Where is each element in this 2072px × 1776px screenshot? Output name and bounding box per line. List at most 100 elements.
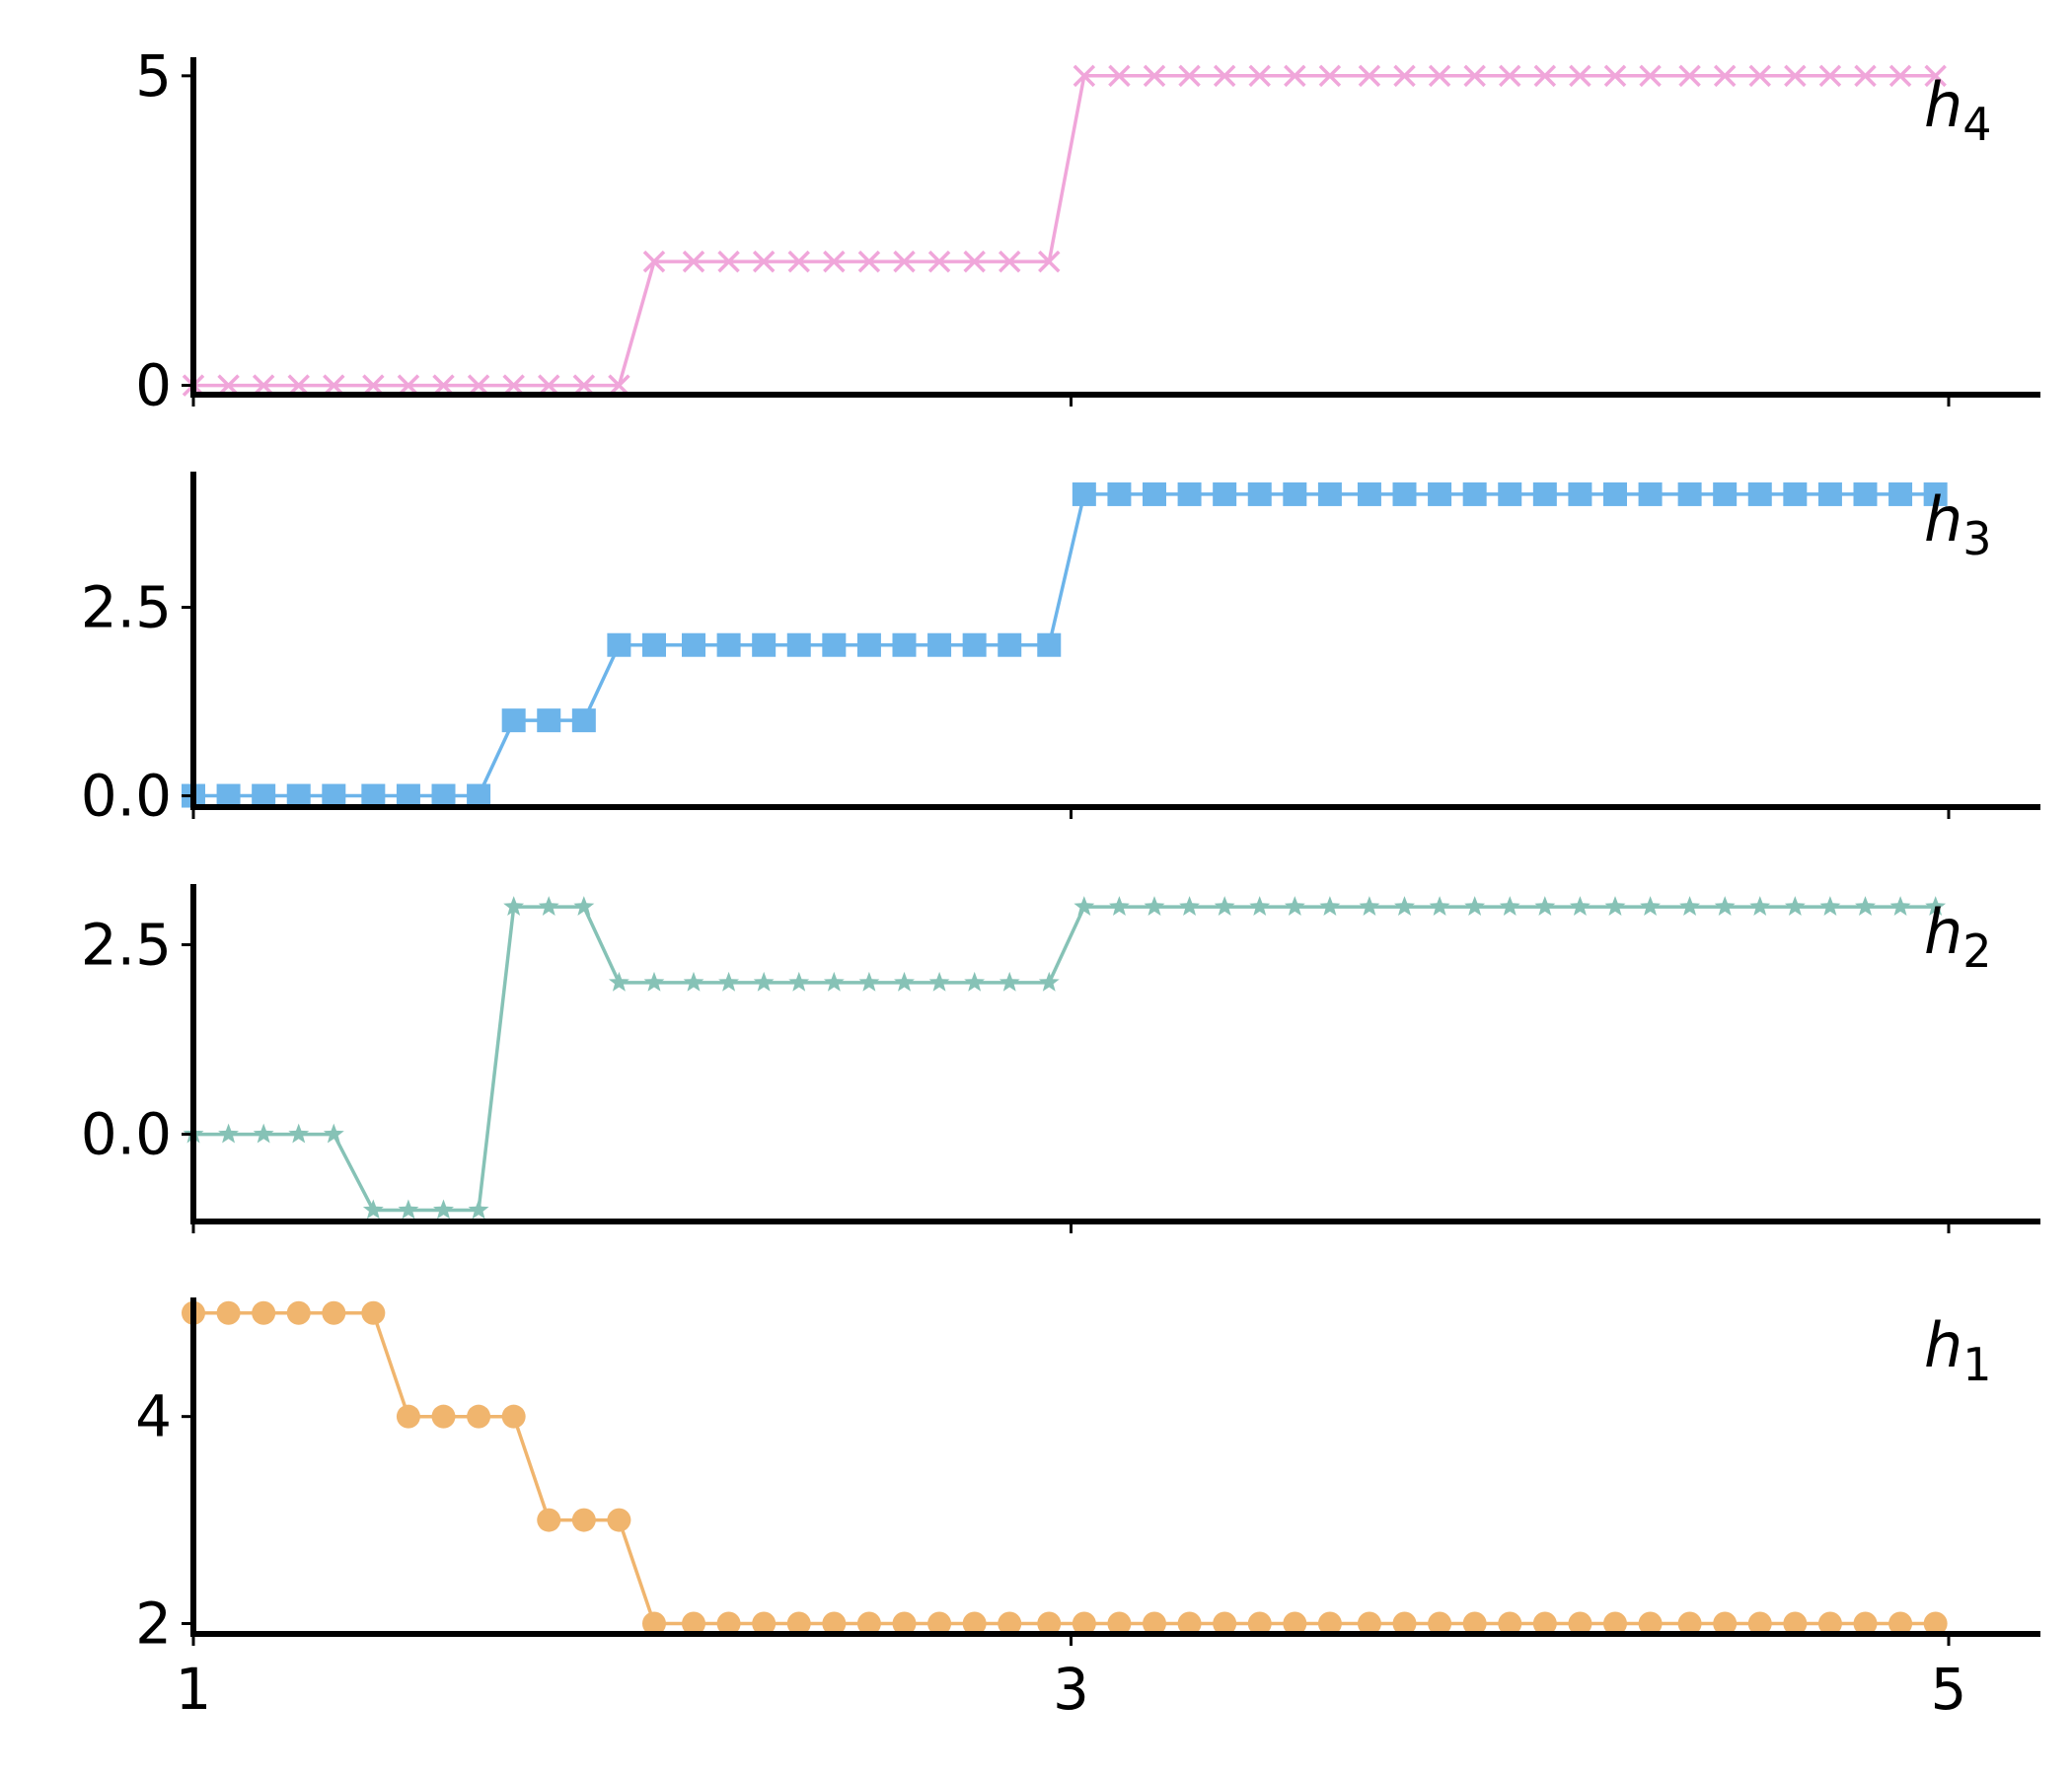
data-point (1247, 1611, 1272, 1636)
data-point (1249, 896, 1271, 916)
series-line (193, 1310, 1936, 1626)
y-tick-label: 0.0 (81, 1101, 172, 1168)
data-point (1747, 481, 1772, 506)
panel-label-subscript: 4 (1962, 98, 1991, 151)
data-point (1143, 1611, 1167, 1636)
data-point (1213, 64, 1236, 88)
data-point (361, 1300, 386, 1325)
data-point (964, 971, 986, 992)
data-point (1178, 64, 1201, 88)
panel-label-subscript: 2 (1962, 925, 1991, 978)
data-point (1428, 64, 1451, 88)
data-point (857, 250, 881, 273)
data-point (1924, 64, 1947, 88)
panel-label: h2 (1924, 896, 1992, 978)
data-point (571, 708, 596, 733)
data-point (288, 1123, 310, 1144)
data-point (1498, 1611, 1522, 1636)
data-point (1639, 64, 1662, 88)
data-point (1283, 1611, 1307, 1636)
data-point (927, 250, 951, 273)
data-point (1784, 896, 1806, 916)
data-point (1925, 896, 1947, 916)
data-point (717, 250, 740, 273)
x-tick-label: 5 (1931, 1656, 1967, 1723)
data-point (1923, 481, 1948, 506)
data-point (822, 632, 847, 657)
data-point (1037, 1611, 1062, 1636)
data-point (1888, 1611, 1913, 1636)
data-point (1462, 481, 1487, 506)
data-point (396, 783, 420, 808)
panel-label-base: h (1924, 69, 1962, 141)
data-point (1214, 896, 1235, 916)
panel-label-base: h (1924, 1309, 1962, 1381)
data-point (1428, 481, 1452, 506)
data-point (431, 1404, 456, 1429)
data-point (641, 632, 666, 657)
data-point (1464, 896, 1486, 916)
data-point (998, 1611, 1022, 1636)
data-point (286, 783, 311, 808)
data-point (822, 1611, 847, 1636)
data-point (927, 1611, 952, 1636)
data-point (823, 971, 845, 992)
data-point (1283, 481, 1307, 506)
data-point (892, 1611, 917, 1636)
data-point (323, 1123, 344, 1144)
data-point (573, 896, 595, 916)
data-point (1923, 1611, 1948, 1636)
data-point (1428, 1611, 1452, 1636)
data-point (1854, 64, 1877, 88)
panel-2: 0.0 2.5 h3 (81, 472, 2040, 830)
data-point (999, 971, 1020, 992)
data-point (788, 971, 810, 992)
data-point (858, 971, 880, 992)
data-point (1747, 1611, 1772, 1636)
data-point (1783, 1611, 1808, 1636)
data-point (1888, 64, 1912, 88)
data-point (1677, 1611, 1702, 1636)
y-tick-label: 5 (135, 42, 172, 110)
data-point (1073, 896, 1095, 916)
data-point (1603, 64, 1627, 88)
data-point (607, 1508, 631, 1532)
data-point (1888, 481, 1913, 506)
data-point (253, 1123, 274, 1144)
data-point (1143, 481, 1167, 506)
data-point (1602, 481, 1627, 506)
data-point (1713, 481, 1738, 506)
data-point (571, 1508, 596, 1532)
data-point (998, 250, 1021, 273)
series-line (193, 492, 1936, 798)
data-point (641, 1611, 666, 1636)
data-point (643, 971, 665, 992)
panel-label: h3 (1924, 483, 1992, 565)
data-point (286, 1300, 311, 1325)
data-point (468, 1199, 489, 1220)
panel-label: h4 (1924, 69, 1992, 151)
data-point (1462, 1611, 1487, 1636)
panel-3: 0.0 2.5 h2 (81, 884, 2040, 1233)
data-point (786, 632, 811, 657)
data-point (1638, 1611, 1663, 1636)
data-point (1748, 64, 1771, 88)
data-point (856, 632, 881, 657)
data-point (1534, 896, 1556, 916)
series-line (193, 905, 1936, 1213)
data-point (1248, 64, 1271, 88)
data-point (1359, 896, 1380, 916)
data-point (1318, 64, 1342, 88)
panel-label-subscript: 3 (1962, 512, 1991, 565)
data-point (431, 783, 456, 808)
series-line (193, 74, 1936, 388)
data-point (361, 783, 386, 808)
data-point (962, 632, 987, 657)
data-point (1144, 896, 1165, 916)
data-point (682, 1611, 706, 1636)
data-point (1499, 896, 1520, 916)
data-point (1179, 896, 1200, 916)
data-point (252, 1300, 276, 1325)
data-point (1037, 632, 1062, 657)
data-point (1532, 1611, 1557, 1636)
